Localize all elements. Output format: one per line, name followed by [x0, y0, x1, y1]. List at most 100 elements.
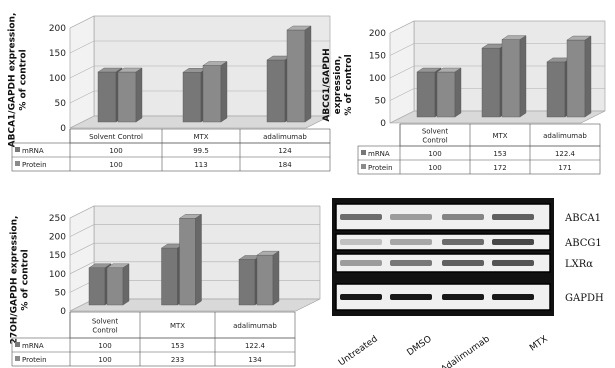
legend-swatch-mrna — [361, 150, 366, 155]
lane-label: Adalimumab — [440, 334, 492, 368]
category-label: adalimumab — [543, 132, 587, 140]
blot-band — [390, 214, 432, 220]
y-tick-label: 100 — [49, 74, 66, 84]
y-tick-label: 0 — [380, 119, 386, 129]
bar-protein — [436, 71, 456, 118]
blot-band — [390, 260, 432, 266]
data-value: 100 — [109, 161, 122, 169]
y-tick-label: 200 — [49, 233, 66, 243]
data-value: 100 — [428, 164, 441, 172]
band-label: ABCA1 — [564, 213, 601, 224]
gridline — [389, 43, 605, 56]
y-axis-label-line: % of control — [19, 49, 29, 110]
category-label: MTX — [170, 322, 185, 330]
y-tick-label: 100 — [369, 74, 386, 84]
band-label: GAPDH — [565, 293, 604, 304]
data-value: 99.5 — [193, 147, 209, 155]
legend-label: Protein — [22, 356, 47, 364]
data-value: 233 — [171, 356, 184, 364]
blot-band — [492, 214, 534, 220]
gridline — [69, 242, 320, 256]
legend-swatch-protein — [361, 164, 366, 169]
gridline — [69, 40, 330, 54]
legend-swatch-protein — [15, 356, 20, 361]
data-value: 100 — [109, 147, 122, 155]
blot-band — [340, 214, 382, 220]
y-axis-label-line: ABCG1/GAPDH — [322, 48, 332, 121]
y-tick-label: 50 — [55, 288, 67, 298]
bar-protein — [256, 254, 274, 306]
gridline — [69, 224, 320, 237]
chart-panel-2: 0 50 100 150 200 ABCG1/GAPDHexpression,% of c… — [322, 20, 606, 175]
y-tick-label: 150 — [49, 49, 66, 59]
bar-side — [122, 263, 130, 306]
gridline — [69, 65, 330, 79]
category-label: Solvent Control — [89, 133, 143, 141]
bar-mrna — [481, 47, 501, 118]
chart-panel-3: 0 50 100 150 200 250 27OH/GAPDH expression,% o… — [10, 205, 321, 367]
category-label: MTX — [193, 133, 208, 141]
lane-label: Untreated — [337, 334, 380, 368]
y-axis-label: ABCA1/GAPDH expression,% of control — [8, 13, 29, 148]
data-value: 122.4 — [555, 150, 576, 158]
legend-label: mRNA — [22, 342, 44, 350]
bar-side — [195, 213, 202, 306]
legend-label: Protein — [368, 164, 393, 172]
blot-band — [340, 260, 382, 266]
gridline — [69, 205, 320, 219]
data-value: 122.4 — [245, 342, 266, 350]
y-axis-label-line: % of control — [344, 54, 354, 115]
y-tick-label: 200 — [369, 29, 386, 39]
bar-side — [135, 67, 143, 123]
y-tick-label: 250 — [49, 214, 66, 224]
y-axis-label: 27OH/GAPDH expression,% of control — [10, 216, 31, 345]
legend-label: mRNA — [22, 147, 44, 155]
y-tick-label: 150 — [369, 52, 386, 62]
blot-band — [492, 294, 534, 300]
blot-band — [442, 214, 484, 220]
y-tick-label: 0 — [60, 124, 66, 134]
bar-protein — [106, 267, 124, 306]
bar-protein — [501, 39, 521, 118]
gridline — [389, 110, 605, 124]
data-value: 100 — [98, 342, 111, 350]
bar-mrna — [238, 259, 256, 306]
y-tick-label: 100 — [49, 270, 66, 280]
bar-mrna — [416, 71, 436, 118]
bar-mrna — [88, 267, 106, 306]
data-value: 172 — [493, 164, 506, 172]
category-label: adalimumab — [233, 322, 277, 330]
bar-side — [220, 61, 228, 123]
data-value: 134 — [248, 356, 262, 364]
blot-band — [492, 260, 534, 266]
category-label: adalimumab — [263, 133, 307, 141]
lane-label: DMSO — [405, 334, 433, 358]
category-label: MTX — [492, 132, 507, 140]
category-label: Control — [92, 327, 117, 335]
bar-protein — [286, 29, 306, 123]
data-value: 153 — [493, 150, 506, 158]
band-label: LXRα — [565, 259, 593, 270]
bar-protein — [566, 39, 586, 118]
data-value: 100 — [428, 150, 441, 158]
bar-side — [454, 67, 462, 118]
blot-band — [442, 260, 484, 266]
blot-band — [390, 239, 432, 245]
band-label: ABCG1 — [564, 238, 602, 249]
data-value: 153 — [171, 342, 184, 350]
legend-swatch-mrna — [15, 342, 20, 347]
bar-side — [519, 35, 527, 118]
y-tick-label: 50 — [55, 99, 67, 109]
legend-swatch-protein — [15, 161, 20, 166]
bar-mrna — [97, 71, 117, 123]
blot-band — [340, 239, 382, 245]
y-tick-label: 50 — [375, 97, 387, 107]
gridline — [69, 115, 330, 129]
gridline — [389, 65, 605, 79]
bar-mrna — [182, 72, 202, 123]
y-tick-label: 150 — [49, 251, 66, 261]
y-axis-label-line: 27OH/GAPDH expression, — [10, 216, 20, 345]
bar-mrna — [546, 61, 566, 118]
